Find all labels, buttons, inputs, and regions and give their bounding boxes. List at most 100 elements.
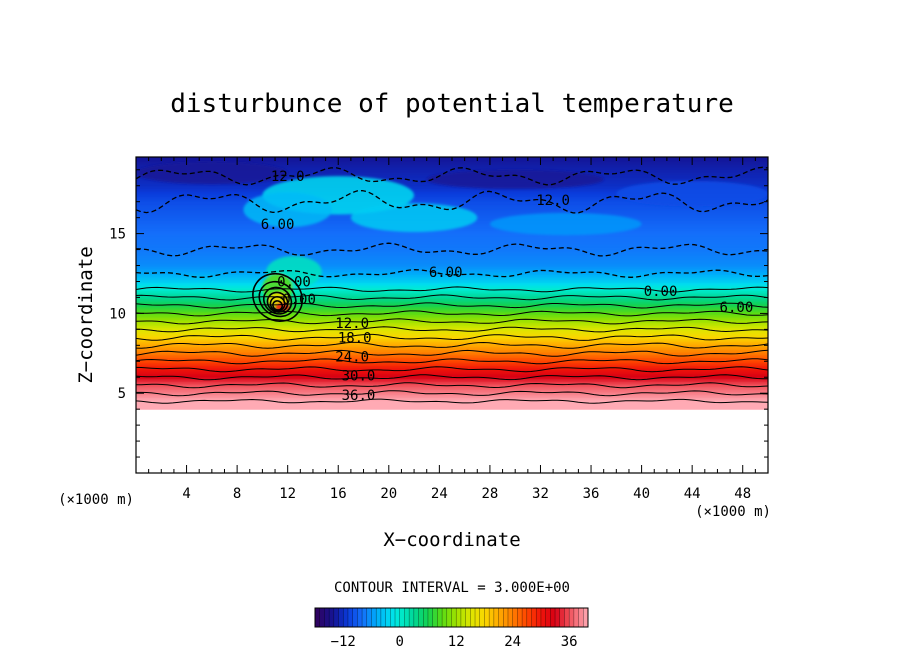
y-tick-label: 5 — [118, 386, 126, 402]
fill-band — [136, 324, 768, 327]
x-tick-label: 28 — [481, 486, 498, 502]
fill-band — [136, 295, 768, 299]
colorbar-segment — [498, 608, 504, 627]
fill-band — [136, 243, 768, 246]
fill-band — [136, 201, 768, 204]
y-tick-label: 15 — [109, 227, 126, 243]
fill-band — [136, 200, 768, 203]
fill-band — [136, 263, 768, 267]
fill-band — [136, 335, 768, 338]
fill-band — [136, 332, 768, 335]
colorbar-segment — [493, 608, 499, 627]
fill-band — [136, 377, 768, 380]
colorbar-segment — [371, 608, 377, 627]
fill-band — [136, 338, 768, 342]
fill-band — [136, 327, 768, 330]
contour-line-solid — [136, 374, 768, 381]
colorbar-tick-label: 36 — [561, 634, 578, 650]
fill-band — [136, 302, 768, 305]
fill-band — [136, 230, 768, 233]
fill-band — [136, 236, 768, 239]
x-tick-label: 12 — [279, 486, 296, 502]
colorbar-segment — [442, 608, 448, 627]
colorbar-tick-label: 12 — [448, 634, 465, 650]
chart-title: disturbunce of potential temperature — [170, 89, 734, 119]
colorbar-segment — [315, 608, 321, 627]
fill-band — [136, 190, 768, 193]
fill-band — [136, 273, 768, 276]
contour-line-solid — [136, 358, 768, 365]
fill-band — [136, 343, 768, 346]
fill-band — [136, 255, 768, 259]
colorbar-segment — [460, 608, 467, 627]
colorbar-segment — [555, 608, 561, 627]
contour-line-solid — [136, 318, 768, 325]
fill-band — [136, 244, 768, 247]
fill-band — [136, 405, 768, 409]
perturbation-blobs — [136, 161, 768, 312]
contour-line-solid — [136, 382, 768, 389]
fill-band — [136, 330, 768, 334]
fill-band — [136, 235, 768, 238]
x-axis-ticks: 4 8 12 16 20 24 28 32 36 40 44 48 — [148, 157, 756, 502]
fill-band — [136, 161, 768, 164]
colorbar-segment — [395, 608, 401, 627]
fill-band — [136, 353, 768, 356]
fill-band — [136, 396, 768, 399]
x-tick-label: 32 — [532, 486, 549, 502]
colorbar-segment — [324, 608, 330, 627]
x-tick-label: 36 — [583, 486, 600, 502]
contour-label: 6.00 — [429, 265, 463, 281]
colorbar-segment — [352, 608, 358, 627]
fill-band — [136, 267, 768, 270]
fill-band — [136, 270, 768, 273]
colorbar-segment — [569, 608, 575, 627]
fill-band — [136, 185, 768, 188]
colorbar-segment — [409, 608, 415, 627]
fill-band — [136, 393, 768, 396]
fill-band — [136, 364, 768, 367]
x-unit-label-right: (×1000 m) — [695, 504, 771, 520]
fill-band — [136, 385, 768, 388]
colorbar-tick-label: 24 — [504, 634, 521, 650]
fill-band — [136, 257, 768, 260]
colorbar-segment — [522, 608, 528, 627]
colorbar-frame — [314, 607, 589, 628]
fill-band — [136, 259, 768, 262]
contour-label: 6.00 — [720, 300, 754, 316]
fill-band — [136, 305, 768, 308]
fill-band — [136, 276, 768, 279]
perturbation-blob — [136, 161, 288, 185]
fill-band — [136, 404, 768, 407]
colorbar-segment — [413, 608, 419, 627]
fill-band — [136, 241, 768, 244]
fill-band — [136, 351, 768, 354]
fill-band — [136, 284, 768, 287]
colorbar-segment — [489, 608, 495, 627]
contour-label: 24.0 — [335, 349, 369, 365]
fill-band — [136, 316, 768, 319]
fill-band — [136, 279, 768, 283]
fill-band — [136, 233, 768, 236]
fill-band — [136, 289, 768, 292]
x-tick-label: 48 — [734, 486, 751, 502]
fill-band — [136, 265, 768, 268]
anomaly-contour — [252, 272, 304, 322]
colorbar-segment — [446, 608, 452, 627]
colorbar-segment — [432, 608, 438, 627]
contour-line-dashed — [136, 242, 768, 257]
fill-band — [136, 394, 768, 397]
colorbar-segment — [545, 608, 551, 627]
colorbar-segment — [451, 608, 457, 627]
fill-band — [136, 198, 768, 201]
fill-band — [136, 366, 768, 369]
fill-band — [136, 350, 768, 353]
contour-line-dashed — [136, 166, 768, 186]
colorbar-segment — [484, 608, 490, 627]
anomaly-contour — [258, 280, 297, 318]
contour-label: 12.0 — [271, 169, 305, 185]
colorbar-tick-label: −12 — [331, 634, 356, 650]
fill-band — [136, 169, 768, 172]
contour-line-dashed — [136, 189, 768, 214]
